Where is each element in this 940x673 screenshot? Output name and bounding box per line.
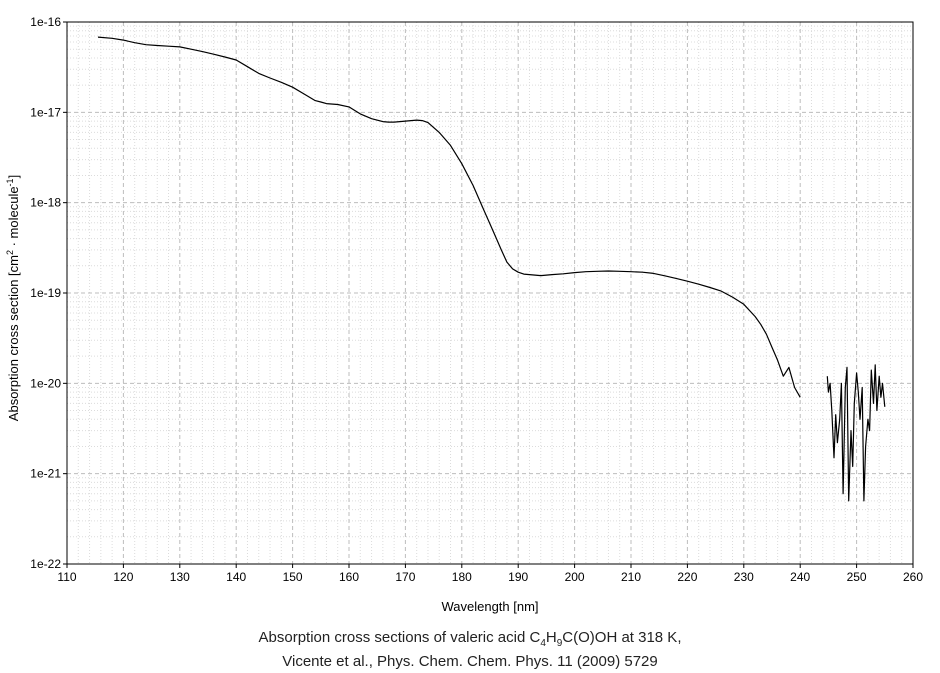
y-axis-label-part: Absorption cross section [cm [6, 255, 21, 421]
y-tick-label: 1e-22 [30, 557, 61, 571]
y-axis-label-part: ] [6, 175, 21, 179]
x-axis-ticks: 110 120 130 140 150 160 170 180 190 200 210 220 230 2… [57, 564, 923, 584]
series-line-segment [826, 364, 886, 502]
y-axis-label-sup: 2 [5, 250, 15, 255]
y-tick-label: 1e-16 [30, 15, 61, 29]
x-tick-label: 250 [847, 570, 867, 584]
x-axis-label: Wavelength [nm] [441, 599, 538, 614]
x-tick-label: 130 [170, 570, 190, 584]
x-tick-label: 230 [734, 570, 754, 584]
x-tick-label: 180 [452, 570, 472, 584]
y-axis-label: Absorption cross section [cm2 · molecule… [5, 175, 21, 421]
y-axis-label-part: · molecule [6, 186, 21, 250]
caption-line-1: Absorption cross sections of valeric aci… [0, 629, 940, 649]
caption-text: Absorption cross sections of valeric aci… [258, 629, 541, 646]
x-tick-label: 200 [565, 570, 585, 584]
y-axis-ticks: 1e-22 1e-21 1e-20 1e-19 1e-18 1e-17 1e-16 [30, 15, 67, 571]
x-tick-label: 190 [508, 570, 528, 584]
x-tick-label: 240 [790, 570, 810, 584]
y-tick-label: 1e-20 [30, 376, 61, 390]
series-line-segment [97, 36, 801, 398]
caption-sub: 9 [556, 638, 563, 649]
y-tick-label: 1e-21 [30, 467, 61, 481]
x-tick-label: 220 [677, 570, 697, 584]
x-tick-label: 260 [903, 570, 923, 584]
x-tick-label: 210 [621, 570, 641, 584]
x-tick-label: 120 [113, 570, 133, 584]
y-tick-label: 1e-17 [30, 105, 61, 119]
y-tick-label: 1e-18 [30, 196, 61, 210]
grid-major [67, 22, 913, 564]
x-tick-label: 170 [395, 570, 415, 584]
series-group [97, 36, 886, 502]
x-tick-label: 150 [283, 570, 303, 584]
caption-sub: 4 [540, 638, 546, 649]
caption-text: C(O)OH at 318 K, [562, 629, 682, 646]
x-tick-label: 160 [339, 570, 359, 584]
x-tick-label: 110 [57, 570, 76, 584]
caption-text: H [545, 629, 557, 646]
x-tick-label: 140 [226, 570, 246, 584]
y-axis-label-sup: -1 [5, 178, 15, 186]
y-tick-label: 1e-19 [30, 286, 61, 300]
caption-line-2: Vicente et al., Phys. Chem. Chem. Phys. … [282, 653, 658, 670]
